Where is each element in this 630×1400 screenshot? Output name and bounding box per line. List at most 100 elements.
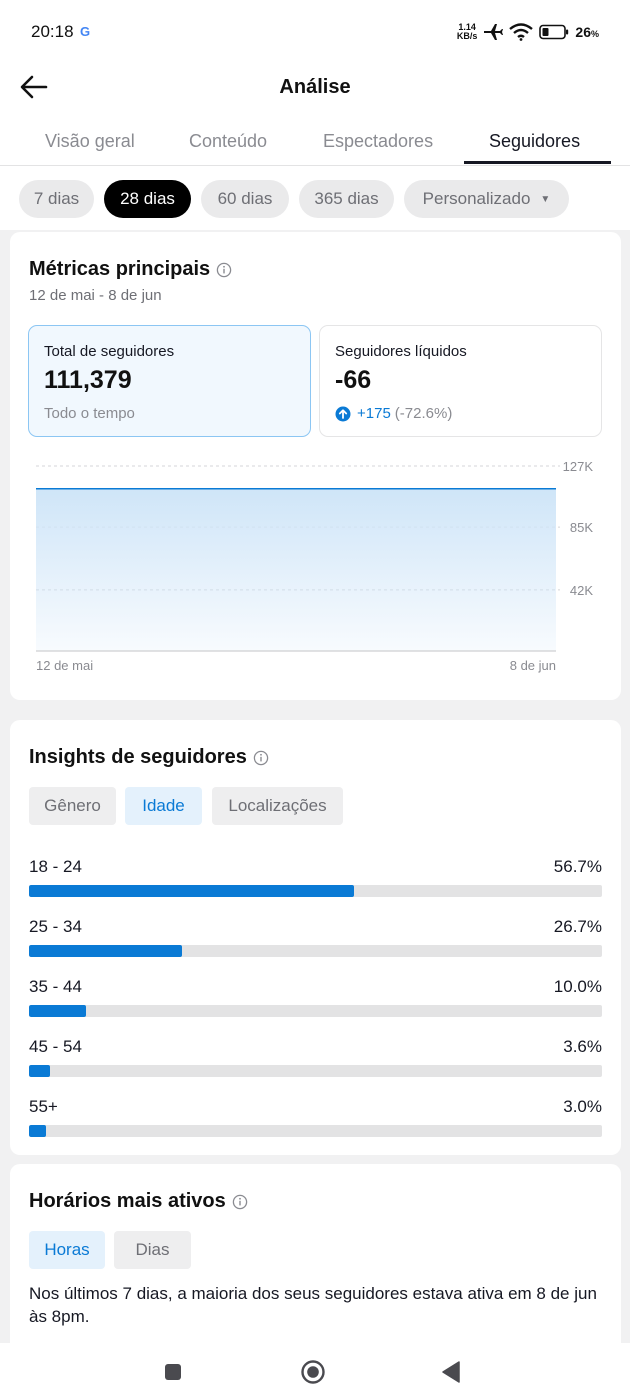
net-followers-value: -66 [335,366,372,394]
age-bar-fill [29,885,354,897]
net-change-pct: (-72.6%) [394,405,453,422]
active-times-card: Horários mais ativos Horas Dias Nos últi… [10,1164,621,1354]
tab-content[interactable]: Conteúdo [189,131,268,151]
back-nav-button[interactable] [436,1357,466,1387]
status-bar: 20:18 G 1.14 KB/s 26% [0,0,630,62]
airplane-icon [484,24,504,40]
status-icons: 1.14 KB/s 26% [457,20,599,44]
net-followers-card[interactable]: Seguidores líquidos -66 +175 (-72.6%) [319,325,602,437]
age-bar-track [29,1065,602,1077]
age-label: 18 - 24 [29,857,82,876]
net-speed: 1.14 KB/s [457,23,478,41]
chip-custom-label: Personalizado [422,189,531,208]
back-arrow-icon [20,75,48,99]
segment-hours[interactable]: Horas [29,1231,105,1269]
triangle-back-icon [442,1361,460,1383]
follower-insights-card: Insights de seguidores Gênero Idade Loca… [10,720,621,1155]
battery-unit: % [590,29,599,39]
home-circle-icon [301,1360,325,1384]
age-bar-track [29,945,602,957]
chip-60-days[interactable]: 60 dias [201,180,289,218]
total-followers-footnote: Todo o tempo [44,405,135,422]
age-row: 35 - 44 10.0% [29,977,602,1027]
age-label: 55+ [29,1097,58,1116]
active-times-title: Horários mais ativos [29,1190,248,1213]
total-followers-value: 111,379 [44,366,132,394]
page-title-text: Análise [279,76,351,98]
recents-button[interactable] [158,1357,188,1387]
header: Análise [0,62,630,112]
battery-value: 26 [575,24,591,40]
back-button[interactable] [18,72,50,102]
age-bar-track [29,885,602,897]
age-bar-fill [29,1065,50,1077]
chip-28-days[interactable]: 28 dias [104,180,191,218]
age-row: 55+ 3.0% [29,1097,602,1147]
segment-age[interactable]: Idade [125,787,202,825]
tab-bar: Visão geral Conteúdo Espectadores Seguid… [0,118,630,166]
age-percent: 3.6% [563,1037,602,1056]
info-icon[interactable] [253,750,269,766]
total-followers-card[interactable]: Total de seguidores 111,379 Todo o tempo [28,325,311,437]
net-speed-value: 1.14 [458,22,476,32]
caret-down-icon: ▼ [540,193,551,205]
square-icon [165,1364,181,1380]
date-range-label: 12 de mai - 8 de jun [29,287,162,304]
key-metrics-title: Métricas principais [29,258,232,281]
age-percent: 10.0% [553,977,602,996]
age-percent: 26.7% [553,917,602,936]
segment-days[interactable]: Dias [114,1231,191,1269]
net-followers-label: Seguidores líquidos [335,343,467,360]
net-followers-change: +175 (-72.6%) [335,405,452,422]
tab-viewers[interactable]: Espectadores [323,131,434,151]
info-icon[interactable] [216,262,232,278]
battery-percent: 26% [575,24,599,40]
age-bar-fill [29,1125,47,1137]
arrow-up-circle-icon [335,406,351,421]
active-times-title-text: Horários mais ativos [29,1190,226,1212]
insights-title-text: Insights de seguidores [29,746,247,768]
status-time: 20:18 [31,22,74,41]
age-percent: 56.7% [553,857,602,876]
age-row: 45 - 54 3.6% [29,1037,602,1087]
page-title: Análise [0,76,630,99]
chip-custom[interactable]: Personalizado ▼ [404,180,569,218]
chip-7-days[interactable]: 7 dias [19,180,94,218]
info-icon[interactable] [232,1194,248,1210]
chart-x-tick-label: 12 de mai [36,658,93,673]
net-change-value: +175 [357,405,391,422]
tab-followers[interactable]: Seguidores [489,131,581,151]
net-speed-unit: KB/s [456,31,478,41]
chart-y-tick-label: 127K [563,459,594,474]
age-label: 35 - 44 [29,977,82,996]
key-metrics-card: Métricas principais 12 de mai - 8 de jun… [10,232,621,700]
age-bar-track [29,1005,602,1017]
age-bar-fill [29,945,182,957]
key-metrics-title-text: Métricas principais [29,258,211,280]
tab-overview[interactable]: Visão geral [45,131,135,151]
wifi-icon [509,23,534,41]
tab-active-indicator [464,161,611,164]
age-row: 25 - 34 26.7% [29,917,602,967]
chart-x-tick-label: 8 de jun [510,658,556,673]
age-percent: 3.0% [563,1097,602,1116]
battery-icon [539,24,569,40]
chart-y-tick-label: 42K [570,583,593,598]
google-g-icon: G [80,24,91,39]
age-label: 25 - 34 [29,917,82,936]
insights-title: Insights de seguidores [29,746,269,769]
top-area: 20:18 G 1.14 KB/s 26% [0,0,630,230]
home-button[interactable] [298,1357,328,1387]
age-bar-fill [29,1005,87,1017]
age-bar-track [29,1125,602,1137]
segment-gender[interactable]: Gênero [29,787,116,825]
age-label: 45 - 54 [29,1037,82,1056]
active-times-summary: Nos últimos 7 dias, a maioria dos seus s… [29,1284,597,1326]
followers-area-chart: 127K 85K 42K 12 de mai 8 de jun [36,459,594,673]
total-followers-label: Total de seguidores [44,343,175,360]
chart-area-fill [36,488,556,651]
chart-y-tick-label: 85K [570,520,593,535]
segment-locations[interactable]: Localizações [212,787,343,825]
system-nav-bar [0,1343,630,1400]
chip-365-days[interactable]: 365 dias [299,180,394,218]
